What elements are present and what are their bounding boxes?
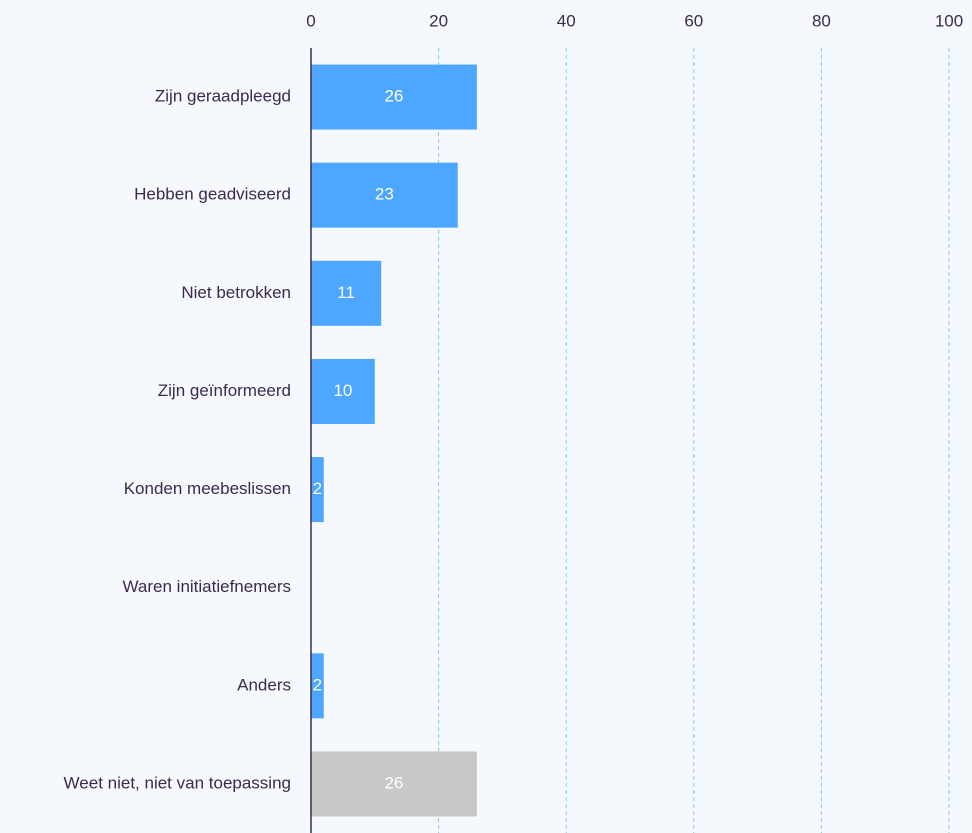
value-label: 26	[384, 773, 403, 792]
bar	[311, 751, 477, 817]
x-tick-label: 20	[429, 11, 448, 30]
bar	[311, 162, 458, 228]
value-label: 26	[384, 87, 403, 106]
x-tick-label: 80	[812, 11, 831, 30]
y-tick-label: Anders	[237, 675, 291, 694]
bar	[311, 64, 477, 130]
bar	[311, 260, 382, 326]
y-tick-label: Waren initiatiefnemers	[123, 577, 292, 596]
bar	[311, 653, 324, 719]
value-label: 23	[375, 185, 394, 204]
bar	[311, 457, 324, 523]
y-tick-label: Niet betrokken	[181, 283, 291, 302]
y-tick-label: Hebben geadviseerd	[134, 185, 291, 204]
x-tick-label: 60	[684, 11, 703, 30]
x-tick-label: 100	[935, 11, 963, 30]
x-tick-label: 0	[306, 11, 315, 30]
value-label: 2	[313, 479, 322, 498]
value-label: 10	[333, 381, 352, 400]
value-label: 11	[337, 283, 355, 302]
y-tick-label: Zijn geraadpleegd	[155, 87, 291, 106]
x-tick-label: 40	[557, 11, 576, 30]
value-label: 2	[313, 675, 322, 694]
y-tick-label: Zijn geïnformeerd	[158, 381, 291, 400]
y-tick-label: Konden meebeslissen	[124, 479, 291, 498]
bar	[311, 358, 375, 424]
y-tick-label: Weet niet, niet van toepassing	[64, 773, 291, 792]
